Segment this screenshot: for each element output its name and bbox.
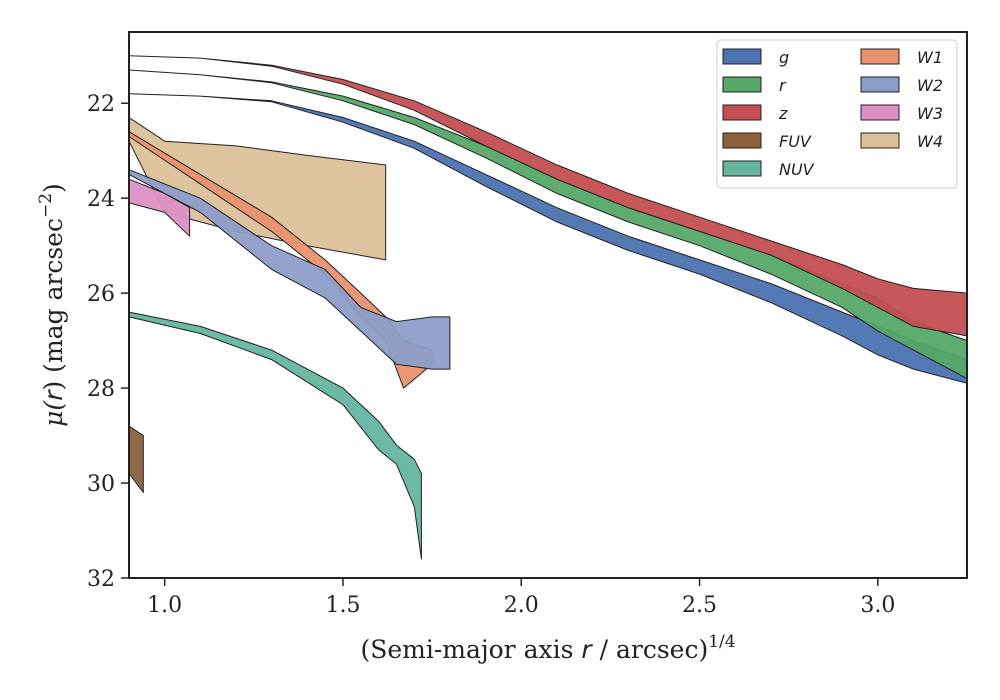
legend-label-r: r bbox=[779, 76, 787, 95]
x-axis-label: (Semi-major axis r / arcsec)1/4 bbox=[360, 632, 735, 664]
x-tick-label: 2.0 bbox=[504, 593, 539, 618]
legend-label-w4: W4 bbox=[917, 132, 943, 151]
plot-frame bbox=[128, 31, 968, 579]
y-axis-ticks: 22 24 26 28 30 32 bbox=[87, 92, 129, 592]
y-tick-label: 24 bbox=[87, 187, 115, 212]
legend: grz FUV NUV W1 W2 W3 W4 bbox=[716, 39, 958, 189]
legend-label-w3: W3 bbox=[917, 104, 943, 123]
legend-label-z: z bbox=[778, 104, 788, 123]
series-band-w2 bbox=[128, 169, 451, 370]
legend-label-g: g bbox=[779, 48, 789, 67]
legend-label-fuv: FUV bbox=[779, 132, 812, 151]
legend-label-w2: W2 bbox=[917, 76, 943, 95]
y-tick-label: 28 bbox=[87, 377, 115, 402]
series-layer bbox=[128, 55, 968, 560]
x-tick-label: 2.5 bbox=[682, 593, 717, 618]
legend-swatch-nuv bbox=[722, 160, 762, 177]
legend-swatch-g bbox=[722, 48, 762, 65]
y-tick-label: 32 bbox=[87, 567, 115, 592]
y-tick-label: 22 bbox=[87, 92, 115, 117]
legend-swatch-z bbox=[722, 104, 762, 121]
y-tick-label: 26 bbox=[87, 282, 115, 307]
y-axis-label: μ(r) (mag arcsec−2) bbox=[36, 183, 68, 427]
series-band-nuv bbox=[128, 311, 422, 560]
legend-label-w1: W1 bbox=[917, 48, 943, 67]
x-axis-ticks: 1.0 1.5 2.0 2.5 3.0 bbox=[147, 578, 895, 618]
legend-swatch-w3 bbox=[860, 104, 900, 121]
legend-swatch-w2 bbox=[860, 76, 900, 93]
x-tick-label: 1.5 bbox=[325, 593, 360, 618]
x-tick-label: 3.0 bbox=[860, 593, 895, 618]
y-tick-label: 30 bbox=[87, 472, 115, 497]
legend-label-nuv: NUV bbox=[779, 160, 815, 179]
x-tick-label: 1.0 bbox=[147, 593, 182, 618]
legend-swatch-r bbox=[722, 76, 762, 93]
legend-swatch-w1 bbox=[860, 48, 900, 65]
legend-swatch-w4 bbox=[860, 132, 900, 149]
legend-swatch-fuv bbox=[722, 132, 762, 149]
